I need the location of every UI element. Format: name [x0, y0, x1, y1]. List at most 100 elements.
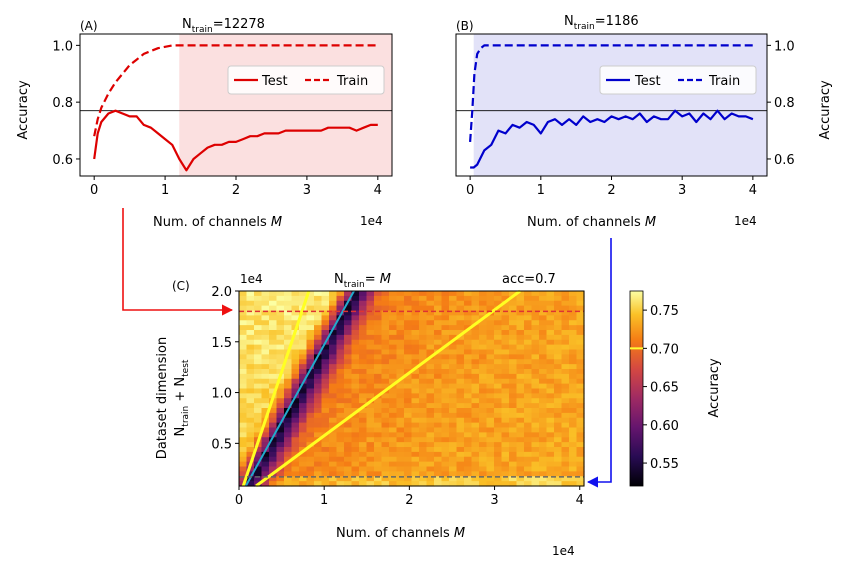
heatmap-cell — [389, 476, 398, 482]
heatmap-cell — [404, 373, 413, 380]
heatmap-cell — [569, 334, 578, 341]
heatmap-cell — [434, 359, 443, 365]
heatmap-cell — [486, 466, 495, 472]
heatmap-cell — [539, 417, 548, 424]
heatmap-cell — [366, 432, 375, 438]
heatmap-cell — [539, 373, 548, 380]
panel-a-xtick-label: 2 — [232, 183, 240, 198]
heatmap-cell — [366, 359, 375, 365]
heatmap-cell — [246, 417, 255, 424]
heatmap-cell — [246, 310, 255, 316]
heatmap-cell — [359, 315, 368, 321]
heatmap-cell — [524, 481, 533, 487]
heatmap-cell — [336, 476, 345, 482]
heatmap-cell — [419, 330, 428, 336]
heatmap-cell — [449, 354, 458, 360]
heatmap-cell — [561, 427, 570, 433]
heatmap-cell — [321, 417, 330, 424]
heatmap-cell — [246, 393, 255, 399]
heatmap-cell — [479, 388, 488, 394]
heatmap-cell — [411, 383, 420, 390]
heatmap-cell — [576, 305, 585, 312]
heatmap-cell — [261, 481, 270, 487]
heatmap-cell — [321, 451, 330, 458]
heatmap-cell — [404, 300, 413, 307]
heatmap-cell — [291, 310, 300, 316]
heatmap-cell — [426, 403, 435, 409]
heatmap-cell — [509, 291, 518, 297]
heatmap-cell — [351, 388, 360, 394]
heatmap-cell — [336, 437, 345, 443]
heatmap-cell — [471, 466, 480, 472]
heatmap-cell — [344, 320, 353, 326]
heatmap-cell — [456, 354, 465, 360]
heatmap-cell — [486, 339, 495, 346]
heatmap-cell — [239, 300, 248, 307]
heatmap-cell — [359, 481, 368, 487]
heatmap-cell — [381, 354, 390, 360]
heatmap-cell — [441, 305, 450, 312]
heatmap-cell — [381, 295, 390, 302]
heatmap-cell — [404, 315, 413, 321]
heatmap-cell — [359, 471, 368, 477]
heatmap-cell — [576, 344, 585, 351]
heatmap-cell — [321, 373, 330, 380]
heatmap-cell — [246, 349, 255, 355]
heatmap-cell — [276, 456, 285, 463]
heatmap-cell — [569, 359, 578, 365]
heatmap-cell — [569, 437, 578, 443]
heatmap-cell — [479, 369, 488, 375]
heatmap-cell — [419, 451, 428, 458]
heatmap-cell — [449, 442, 458, 448]
heatmap-cell — [366, 437, 375, 443]
heatmap-cell — [419, 291, 428, 297]
heatmap-cell — [426, 373, 435, 380]
heatmap-cell — [269, 466, 278, 472]
heatmap-cell — [351, 330, 360, 336]
heatmap-cell — [351, 417, 360, 424]
heatmap-cell — [479, 403, 488, 409]
heatmap-cell — [411, 354, 420, 360]
heatmap-cell — [531, 334, 540, 341]
heatmap-cell — [509, 398, 518, 404]
heatmap-cell — [381, 378, 390, 385]
heatmap-cell — [531, 383, 540, 390]
heatmap-cell — [336, 295, 345, 302]
heatmap-cell — [291, 344, 300, 351]
heatmap-cell — [329, 383, 338, 390]
heatmap-cell — [389, 320, 398, 326]
heatmap-cell — [464, 295, 473, 302]
heatmap-cell — [561, 300, 570, 307]
heatmap-cell — [501, 481, 510, 487]
heatmap-cell — [426, 339, 435, 346]
heatmap-cell — [299, 461, 308, 468]
heatmap-cell — [524, 432, 533, 438]
heatmap-cell — [254, 471, 263, 477]
heatmap-cell — [569, 456, 578, 463]
heatmap-cell — [291, 447, 300, 453]
heatmap-cell — [306, 447, 315, 453]
heatmap-cell — [396, 456, 405, 463]
colorbar-gradient — [629, 290, 644, 487]
heatmap-cell — [359, 334, 368, 341]
heatmap-cell — [269, 388, 278, 394]
heatmap-cell — [456, 398, 465, 404]
heatmap-cell — [381, 403, 390, 409]
heatmap-cell — [329, 412, 338, 419]
heatmap-cell — [471, 451, 480, 458]
heatmap-cell — [246, 398, 255, 404]
heatmap-cell — [321, 334, 330, 341]
heatmap-cell — [539, 412, 548, 419]
panel-b: 0 1 2 3 40.60.81.0 Test Train (B) Ntrain=118… — [455, 14, 833, 230]
heatmap-cell — [269, 354, 278, 360]
heatmap-cell — [569, 461, 578, 468]
heatmap-cell — [261, 451, 270, 458]
heatmap-cell — [449, 461, 458, 468]
heatmap-cell — [479, 383, 488, 390]
heatmap-cell — [539, 344, 548, 351]
heatmap-cell — [561, 334, 570, 341]
heatmap-cell — [531, 354, 540, 360]
heatmap-cell — [344, 398, 353, 404]
heatmap-cell — [501, 369, 510, 375]
heatmap-cell — [524, 339, 533, 346]
